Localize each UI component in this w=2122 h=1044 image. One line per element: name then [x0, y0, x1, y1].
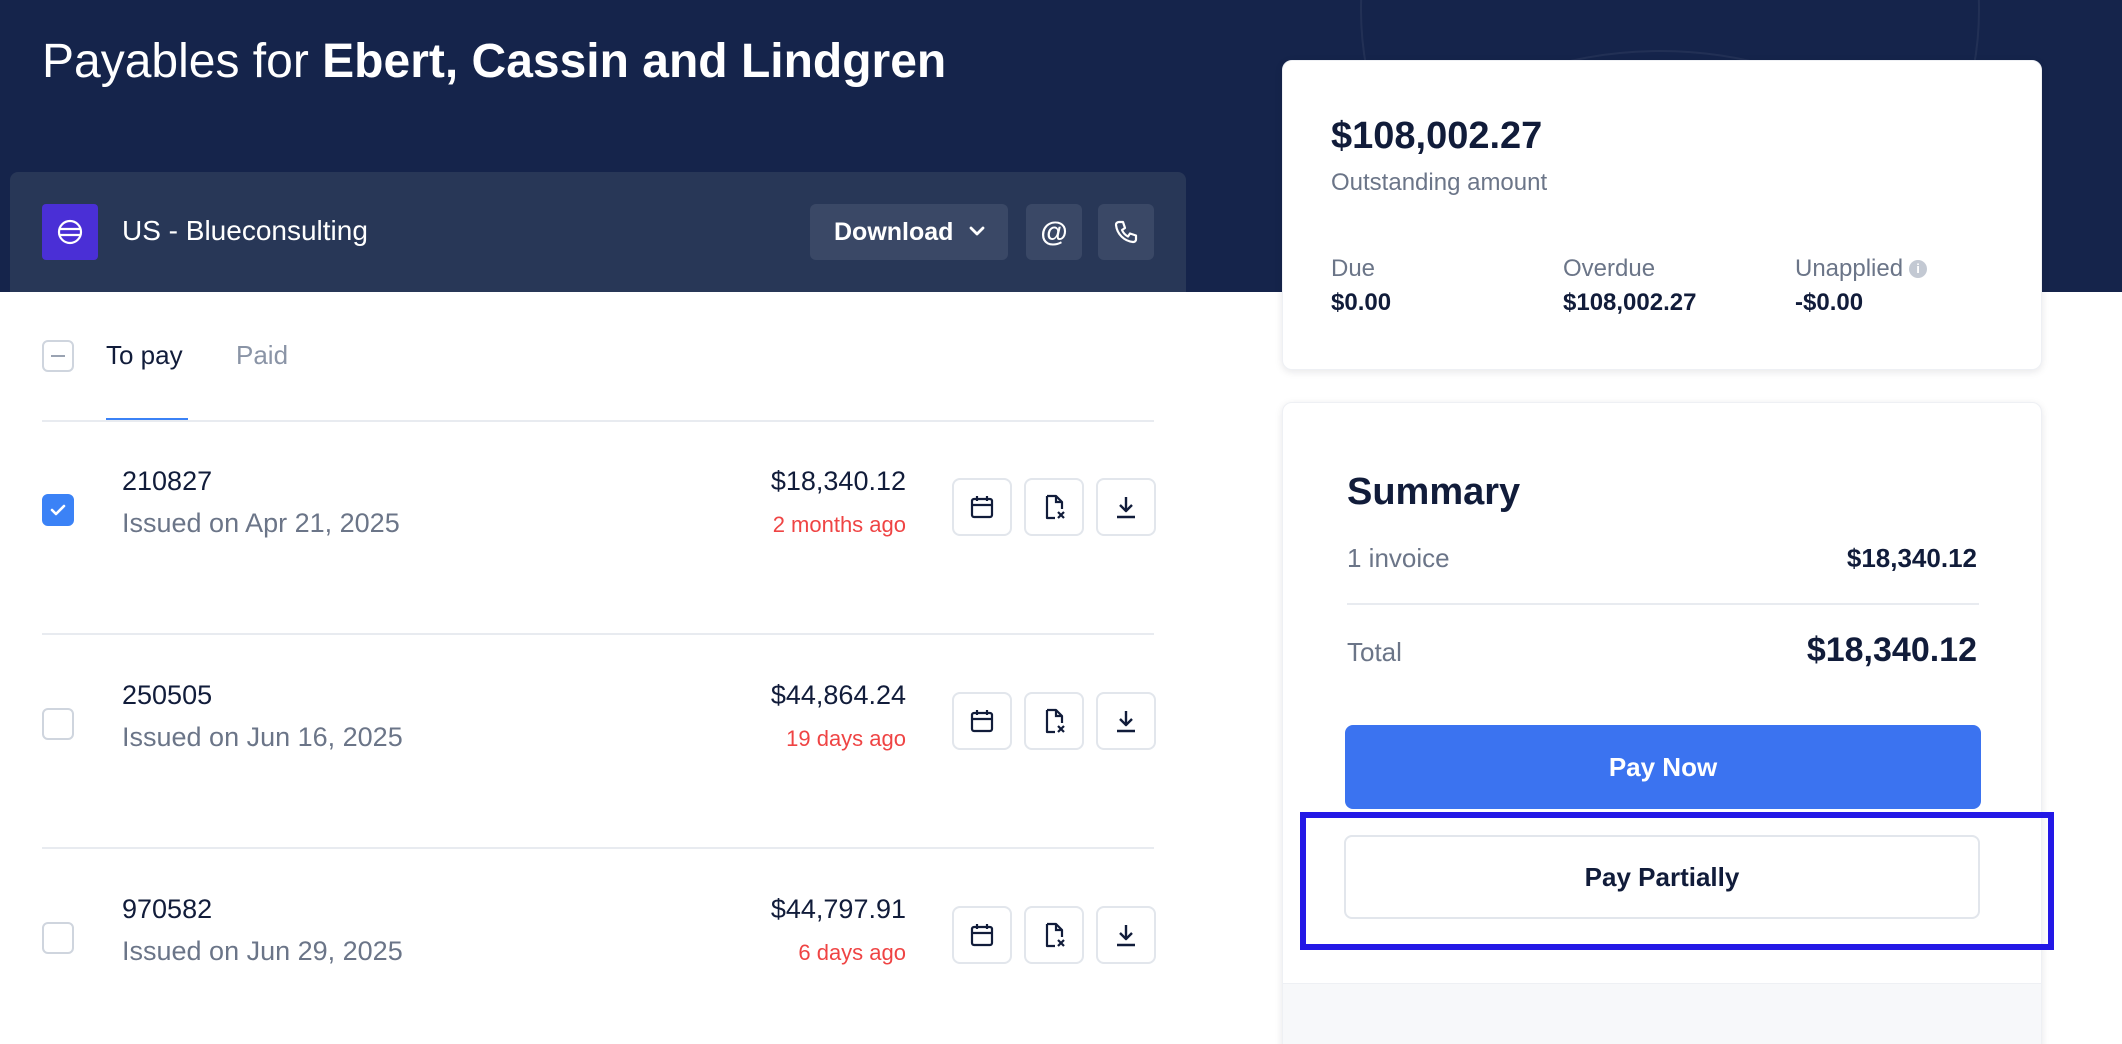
- invoice-age: 6 days ago: [798, 940, 906, 965]
- invoice-row: 210827 Issued on Apr 21, 2025 $18,340.12…: [42, 422, 1156, 634]
- download-button-label: Download: [834, 217, 954, 246]
- download-invoice-button[interactable]: [1096, 692, 1156, 750]
- invoice-age: 19 days ago: [786, 726, 906, 751]
- calendar-icon: [970, 710, 994, 733]
- schedule-button[interactable]: [952, 478, 1012, 536]
- invoice-age: 2 months ago: [772, 512, 906, 537]
- invoice-row: 970582 Issued on Jun 29, 2025 $44,797.91…: [42, 850, 1156, 1044]
- checkmark-icon: [50, 504, 66, 516]
- outstanding-card: $108,002.27 Outstanding amount Due $0.00…: [1282, 60, 2042, 370]
- overdue-value: $108,002.27: [1563, 289, 1697, 316]
- summary-title: Summary: [1347, 471, 1521, 513]
- invoice-checkbox[interactable]: [42, 494, 74, 526]
- page-title: Payables for Ebert, Cassin and Lindgren: [42, 34, 946, 89]
- tab-paid[interactable]: Paid: [236, 340, 289, 370]
- unapplied-value: -$0.00: [1795, 289, 1864, 316]
- highlight-box: [1300, 812, 2054, 950]
- unapplied-label-wrap: Unapplied i: [1795, 255, 1928, 283]
- download-icon: [1117, 711, 1135, 733]
- select-all-checkbox[interactable]: [42, 340, 74, 372]
- divider: [42, 847, 1154, 849]
- download-icon: [1117, 925, 1135, 947]
- dispute-button[interactable]: [1024, 906, 1084, 964]
- company-name: Ebert, Cassin and Lindgren: [322, 35, 947, 88]
- invoice-amount: $44,864.24: [770, 680, 906, 710]
- phone-button[interactable]: [1098, 204, 1154, 260]
- account-bar: US - Blueconsulting Download @: [10, 172, 1186, 292]
- account-name: US - Blueconsulting: [122, 215, 368, 246]
- invoice-amount: $18,340.12: [770, 466, 906, 496]
- invoice-count-label: 1 invoice: [1347, 543, 1450, 573]
- due-label: Due: [1331, 255, 1376, 282]
- file-x-icon: [1045, 922, 1065, 948]
- invoice-number[interactable]: 210827: [122, 466, 213, 496]
- globe-icon: [57, 219, 83, 245]
- tab-to-pay[interactable]: To pay: [106, 340, 183, 370]
- download-invoice-button[interactable]: [1096, 906, 1156, 964]
- file-x-icon: [1045, 494, 1065, 520]
- invoice-count-value: $18,340.12: [1846, 543, 1977, 573]
- unapplied-label: Unapplied: [1795, 255, 1904, 282]
- email-button[interactable]: @: [1026, 204, 1082, 260]
- due-value: $0.00: [1331, 289, 1392, 316]
- schedule-button[interactable]: [952, 692, 1012, 750]
- divider: [42, 633, 1154, 635]
- file-x-icon: [1045, 708, 1065, 734]
- summary-divider: [1347, 603, 1979, 605]
- invoice-issued-date: Issued on Jun 29, 2025: [122, 936, 403, 966]
- dispute-button[interactable]: [1024, 478, 1084, 536]
- download-icon: [1117, 497, 1135, 519]
- calendar-icon: [970, 496, 994, 519]
- calendar-icon: [970, 924, 994, 947]
- outstanding-label: Outstanding amount: [1331, 169, 1548, 196]
- invoice-checkbox[interactable]: [42, 922, 74, 954]
- divider: [42, 420, 1154, 422]
- schedule-button[interactable]: [952, 906, 1012, 964]
- overdue-label: Overdue: [1563, 255, 1656, 282]
- pay-now-button[interactable]: Pay Now: [1345, 725, 1981, 809]
- invoice-amount: $44,797.91: [770, 894, 906, 924]
- chevron-down-icon: [969, 226, 985, 236]
- phone-icon: [1114, 220, 1138, 244]
- summary-card: Summary 1 invoice $18,340.12 Total $18,3…: [1282, 402, 2042, 1044]
- total-label: Total: [1347, 637, 1402, 667]
- outstanding-amount: $108,002.27: [1331, 115, 1543, 157]
- invoice-number[interactable]: 250505: [122, 680, 213, 710]
- active-tab-indicator: [106, 418, 188, 421]
- download-button[interactable]: Download: [810, 204, 1008, 260]
- invoice-number[interactable]: 970582: [122, 894, 213, 924]
- total-value: $18,340.12: [1806, 631, 1977, 669]
- pay-partially-button[interactable]: Pay Partially: [1344, 835, 1980, 919]
- invoice-issued-date: Issued on Jun 16, 2025: [122, 722, 403, 752]
- invoice-row: 250505 Issued on Jun 16, 2025 $44,864.24…: [42, 636, 1156, 848]
- invoice-checkbox[interactable]: [42, 708, 74, 740]
- info-icon[interactable]: i: [1909, 260, 1928, 278]
- invoice-issued-date: Issued on Apr 21, 2025: [122, 508, 400, 538]
- page-title-prefix: Payables for: [42, 35, 323, 88]
- at-sign-icon: @: [1040, 216, 1068, 247]
- dispute-button[interactable]: [1024, 692, 1084, 750]
- download-invoice-button[interactable]: [1096, 478, 1156, 536]
- account-logo: [42, 204, 98, 260]
- summary-footer: [1283, 983, 2041, 1044]
